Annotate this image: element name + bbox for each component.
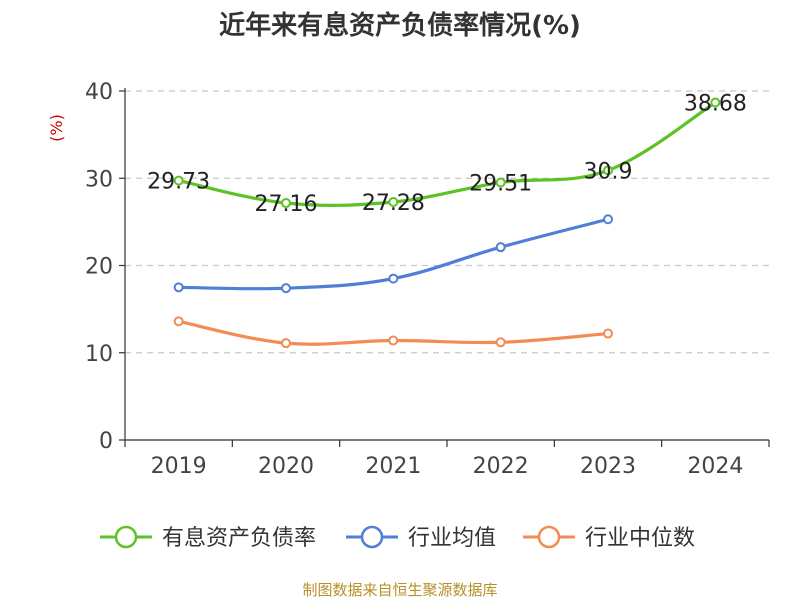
source-note: 制图数据来自恒生聚源数据库	[302, 581, 497, 599]
series-layer	[173, 97, 721, 349]
data-label: 38.68	[684, 92, 747, 117]
x-tick-label: 2021	[365, 454, 421, 479]
data-point	[388, 273, 399, 284]
gridlines	[125, 90, 769, 354]
data-label: 29.51	[469, 172, 532, 197]
legend-item[interactable]: 有息资产负债率	[100, 525, 316, 551]
legend-label: 行业中位数	[585, 526, 695, 551]
data-point	[603, 328, 613, 339]
series-line-0	[177, 100, 717, 207]
x-tick-label: 2019	[151, 454, 207, 479]
x-tick-label: 2023	[580, 454, 636, 479]
y-tick-label: 40	[85, 80, 113, 105]
y-tick-label: 0	[99, 429, 113, 454]
legend-item[interactable]: 行业中位数	[523, 525, 695, 551]
y-axis-unit: (%)	[47, 114, 66, 142]
data-point	[281, 338, 291, 349]
axes: 0 10 20 30 40 2019 2020 2021 2022 2023 2024	[85, 80, 770, 479]
data-point	[388, 196, 399, 207]
data-point	[710, 97, 721, 108]
legend-marker	[537, 525, 561, 549]
data-label: 30.9	[584, 159, 633, 184]
x-tick-label: 2022	[473, 454, 529, 479]
y-tick-label: 30	[85, 167, 113, 192]
legend: 有息资产负债率 行业均值 行业中位数	[100, 525, 695, 551]
legend-marker	[114, 525, 138, 549]
data-label: 27.28	[362, 191, 425, 216]
data-point	[495, 177, 506, 188]
data-point	[603, 165, 613, 176]
data-point	[173, 282, 184, 293]
data-labels: 29.73 27.16 27.28 29.51 30.9 38.68	[147, 92, 747, 218]
data-point	[173, 175, 184, 186]
legend-marker	[360, 525, 384, 549]
y-tick-label: 20	[85, 255, 113, 280]
data-point	[281, 283, 291, 294]
chart-title: 近年来有息资产负债率情况(%)	[219, 10, 581, 41]
x-tick-label: 2020	[258, 454, 314, 479]
legend-item[interactable]: 行业均值	[346, 525, 496, 551]
y-tick-label: 10	[85, 342, 113, 367]
data-point	[495, 242, 506, 253]
data-point	[603, 214, 613, 225]
data-point	[281, 198, 291, 209]
legend-label: 有息资产负债率	[162, 526, 316, 551]
x-tick-label: 2024	[687, 454, 743, 479]
legend-label: 行业均值	[408, 526, 496, 551]
data-label: 29.73	[147, 170, 210, 195]
data-label: 27.16	[255, 192, 318, 217]
data-point	[388, 335, 399, 346]
data-point	[495, 337, 506, 348]
data-point	[173, 316, 184, 327]
